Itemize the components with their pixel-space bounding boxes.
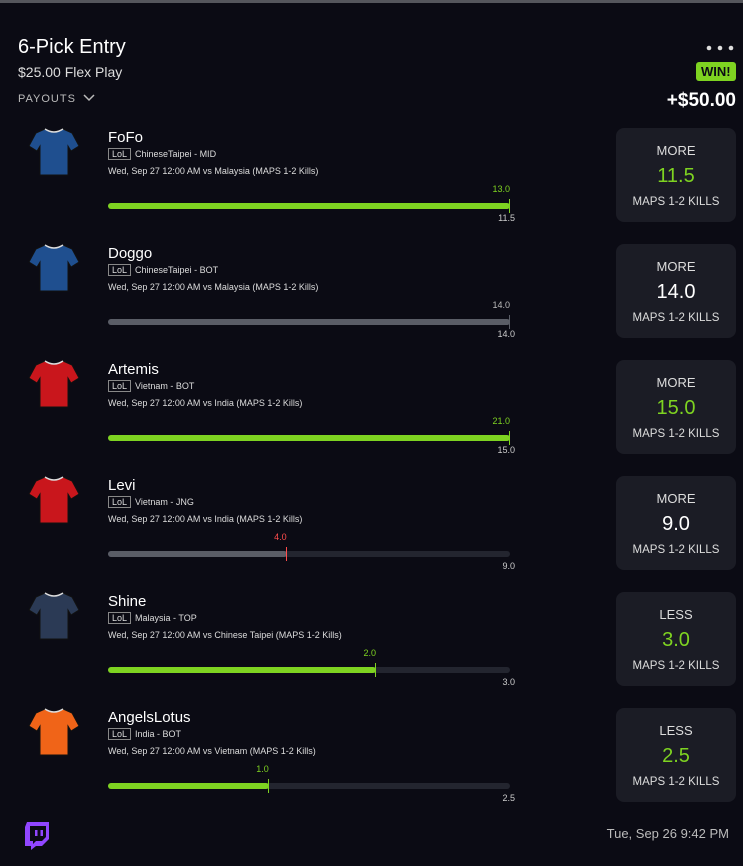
player-name: FoFo: [108, 129, 144, 146]
stat-label: MAPS 1-2 KILLS: [632, 312, 720, 324]
actual-value: 21.0: [492, 416, 510, 426]
stat-value: 15.0: [656, 397, 696, 419]
direction: LESS: [659, 607, 693, 622]
team-position: Malaysia - TOP: [135, 613, 197, 623]
line-value: 14.0: [497, 329, 515, 339]
player-name: Shine: [108, 593, 147, 610]
progress-fill: [108, 435, 510, 441]
pick-card[interactable]: MORE 11.5 MAPS 1-2 KILLS: [616, 128, 736, 222]
stat-value: 2.5: [662, 745, 690, 767]
pick-card[interactable]: LESS 2.5 MAPS 1-2 KILLS: [616, 708, 736, 802]
stat-value: 3.0: [662, 629, 690, 651]
league-team: LoL ChineseTaipei - BOT: [108, 264, 218, 276]
progress-track: [108, 551, 510, 557]
line-value: 2.5: [502, 793, 515, 803]
direction: MORE: [656, 143, 696, 158]
payouts-toggle[interactable]: PAYOUTS: [18, 93, 95, 105]
stat-label: MAPS 1-2 KILLS: [632, 196, 720, 208]
progress-marker: [285, 547, 287, 561]
match-info: Wed, Sep 27 12:00 AM vs Vietnam (MAPS 1-…: [108, 746, 316, 756]
progress-fill: [108, 783, 269, 789]
jersey: [28, 244, 80, 292]
league-tag: LoL: [108, 728, 132, 740]
player-name: Levi: [108, 477, 136, 494]
payout-amount: +$50.00: [666, 90, 736, 111]
league-team: LoL Vietnam - JNG: [108, 496, 194, 508]
stat-value: 14.0: [656, 281, 696, 303]
stat-label: MAPS 1-2 KILLS: [632, 544, 720, 556]
progress-fill: [108, 667, 376, 673]
match-info: Wed, Sep 27 12:00 AM vs India (MAPS 1-2 …: [108, 514, 303, 524]
progress-fill: [108, 203, 510, 209]
league-team: LoL Malaysia - TOP: [108, 612, 197, 624]
jersey: [28, 476, 80, 524]
league-tag: LoL: [108, 380, 132, 392]
team-position: ChineseTaipei - MID: [135, 149, 217, 159]
line-value: 15.0: [497, 445, 515, 455]
stat-label: MAPS 1-2 KILLS: [632, 428, 720, 440]
entry-title: 6-Pick Entry: [18, 36, 126, 58]
league-team: LoL India - BOT: [108, 728, 181, 740]
progress-marker: [267, 779, 269, 793]
direction: MORE: [656, 491, 696, 506]
pick-card[interactable]: MORE 14.0 MAPS 1-2 KILLS: [616, 244, 736, 338]
chevron: [83, 94, 95, 102]
match-info: Wed, Sep 27 12:00 AM vs India (MAPS 1-2 …: [108, 398, 303, 408]
jersey: [28, 360, 80, 408]
progress-track: [108, 783, 510, 789]
stat-label: MAPS 1-2 KILLS: [632, 776, 720, 788]
team-position: Vietnam - BOT: [135, 381, 195, 391]
twitch-icon[interactable]: [24, 821, 50, 851]
stat-value: 9.0: [662, 513, 690, 535]
progress-fill: [108, 319, 510, 325]
league-tag: LoL: [108, 148, 132, 160]
league-team: LoL ChineseTaipei - MID: [108, 148, 216, 160]
pick-card[interactable]: LESS 3.0 MAPS 1-2 KILLS: [616, 592, 736, 686]
match-info: Wed, Sep 27 12:00 AM vs Malaysia (MAPS 1…: [108, 166, 319, 176]
progress-marker: [375, 663, 376, 677]
player-name: Artemis: [108, 361, 159, 378]
progress-marker: [509, 315, 510, 329]
pick-card[interactable]: MORE 9.0 MAPS 1-2 KILLS: [616, 476, 736, 570]
actual-value: 4.0: [274, 532, 287, 542]
menu-dots[interactable]: [705, 44, 737, 52]
jersey: [28, 128, 80, 176]
actual-value: 2.0: [363, 648, 376, 658]
league-tag: LoL: [108, 264, 132, 276]
team-position: Vietnam - JNG: [135, 497, 194, 507]
line-value: 11.5: [498, 213, 515, 223]
league-tag: LoL: [108, 496, 132, 508]
progress-fill: [108, 551, 287, 557]
team-position: India - BOT: [135, 729, 182, 739]
progress-marker: [509, 199, 510, 213]
player-name: AngelsLotus: [108, 709, 191, 726]
timestamp: Tue, Sep 26 9:42 PM: [606, 826, 729, 841]
league-team: LoL Vietnam - BOT: [108, 380, 194, 392]
player-name: Doggo: [108, 245, 153, 262]
entry-subtitle: $25.00 Flex Play: [18, 64, 123, 80]
direction: MORE: [656, 375, 696, 390]
stat-value: 11.5: [657, 165, 695, 187]
actual-value: 13.0: [492, 184, 510, 194]
direction: LESS: [659, 723, 693, 738]
actual-value: 1.0: [256, 764, 269, 774]
jersey: [28, 592, 80, 640]
jersey: [28, 708, 80, 756]
win-badge: WIN!: [696, 62, 736, 81]
stat-label: MAPS 1-2 KILLS: [632, 660, 720, 672]
match-info: Wed, Sep 27 12:00 AM vs Chinese Taipei (…: [108, 630, 342, 640]
progress-marker: [509, 431, 510, 445]
payouts-label: PAYOUTS: [18, 93, 76, 105]
league-tag: LoL: [108, 612, 132, 624]
line-value: 3.0: [502, 677, 515, 687]
line-value: 9.0: [502, 561, 515, 571]
direction: MORE: [656, 259, 696, 274]
team-position: ChineseTaipei - BOT: [135, 265, 219, 275]
pick-card[interactable]: MORE 15.0 MAPS 1-2 KILLS: [616, 360, 736, 454]
actual-value: 14.0: [492, 300, 510, 310]
match-info: Wed, Sep 27 12:00 AM vs Malaysia (MAPS 1…: [108, 282, 319, 292]
